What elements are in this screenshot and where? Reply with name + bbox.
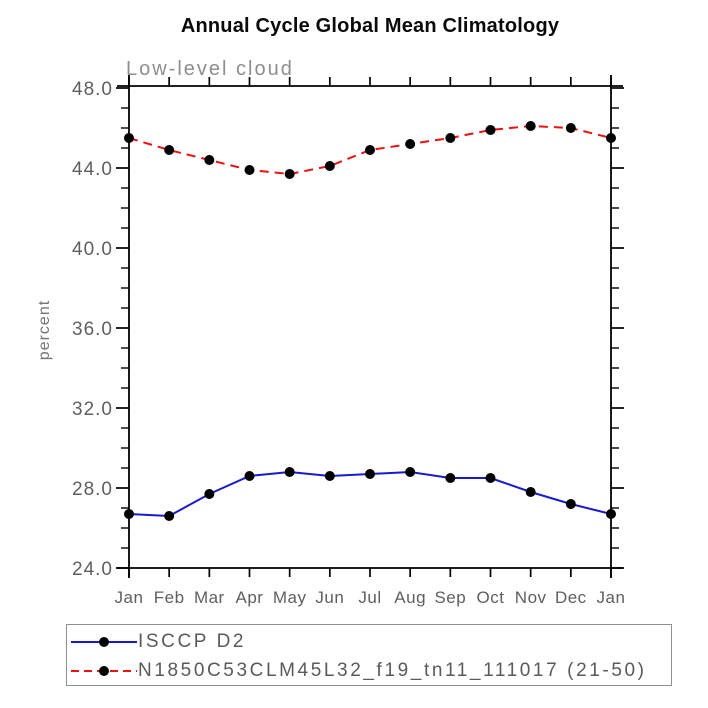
x-tick-label: Oct — [477, 588, 505, 607]
data-point — [244, 471, 255, 481]
data-point — [445, 473, 456, 483]
legend-item-model: N1850C53CLM45L32_f19_tn11_111017 (21-50) — [71, 660, 647, 681]
y-tick-label: 28.0 — [72, 479, 113, 500]
y-tick-label: 24.0 — [72, 559, 113, 580]
data-point — [365, 469, 375, 479]
data-point — [324, 161, 335, 171]
data-point — [324, 471, 335, 481]
series-0 — [124, 467, 616, 521]
legend-label-isccp: ISCCP D2 — [138, 631, 247, 652]
data-point — [565, 499, 576, 509]
x-axis-ticks: Jan Feb Mar Apr May Jun Jul Aug Sep Oct Nov Dec Jan — [115, 77, 626, 607]
y-tick-label: 40.0 — [72, 239, 113, 260]
data-point — [525, 487, 536, 497]
legend-label-model: N1850C53CLM45L32_f19_tn11_111017 (21-50) — [138, 660, 647, 681]
data-point — [445, 133, 456, 143]
data-point — [284, 169, 295, 179]
data-point — [405, 139, 416, 149]
series-1 — [124, 121, 616, 179]
x-tick-label: Dec — [555, 588, 587, 607]
data-point — [405, 467, 416, 477]
x-tick-label: Sep — [434, 588, 466, 607]
x-tick-label: May — [273, 588, 307, 607]
y-tick-label: 48.0 — [72, 79, 113, 100]
y-axis-minor-ticks — [121, 107, 619, 549]
y-tick-label: 36.0 — [72, 319, 113, 340]
data-point — [365, 145, 375, 155]
data-point — [164, 511, 175, 521]
y-axis-major-ticks: 24.0 28.0 32.0 36.0 40.0 44.0 48.0 — [72, 79, 624, 580]
x-tick-label: Feb — [154, 588, 185, 607]
data-point — [124, 133, 134, 143]
legend-swatch-dashed-line-dot-icon — [71, 666, 137, 676]
x-tick-label: Aug — [394, 588, 426, 607]
data-point — [284, 467, 295, 477]
x-tick-label: Jan — [115, 588, 144, 607]
legend: ISCCP D2 N1850C53CLM45L32_f19_tn11_11101… — [66, 624, 672, 686]
data-point — [606, 509, 616, 519]
data-point — [565, 123, 576, 133]
legend-item-isccp: ISCCP D2 — [71, 631, 247, 652]
data-point — [204, 155, 215, 165]
chart-title: Annual Cycle Global Mean Climatology — [180, 15, 560, 37]
x-tick-label: Apr — [236, 588, 264, 607]
data-point — [485, 125, 496, 135]
data-point — [204, 489, 215, 499]
x-tick-label: Jan — [597, 588, 626, 607]
x-tick-label: Jul — [358, 588, 381, 607]
data-point — [164, 145, 175, 155]
data-point — [124, 509, 134, 519]
x-tick-label: Nov — [515, 588, 547, 607]
data-point — [525, 121, 536, 131]
chart-subtitle: Low-level cloud — [126, 58, 294, 80]
x-tick-label: Jun — [315, 588, 344, 607]
data-point — [244, 165, 255, 175]
data-point — [485, 473, 496, 483]
y-tick-label: 32.0 — [72, 399, 113, 420]
legend-swatch-solid-line-dot-icon — [71, 637, 137, 647]
y-tick-label: 44.0 — [72, 159, 113, 180]
data-point — [606, 133, 616, 143]
x-tick-label: Mar — [194, 588, 225, 607]
